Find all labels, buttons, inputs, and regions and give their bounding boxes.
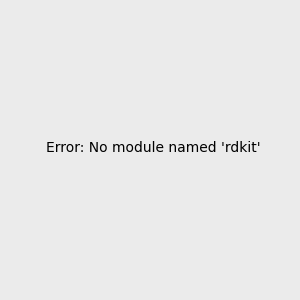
Text: Error: No module named 'rdkit': Error: No module named 'rdkit' bbox=[46, 140, 261, 154]
